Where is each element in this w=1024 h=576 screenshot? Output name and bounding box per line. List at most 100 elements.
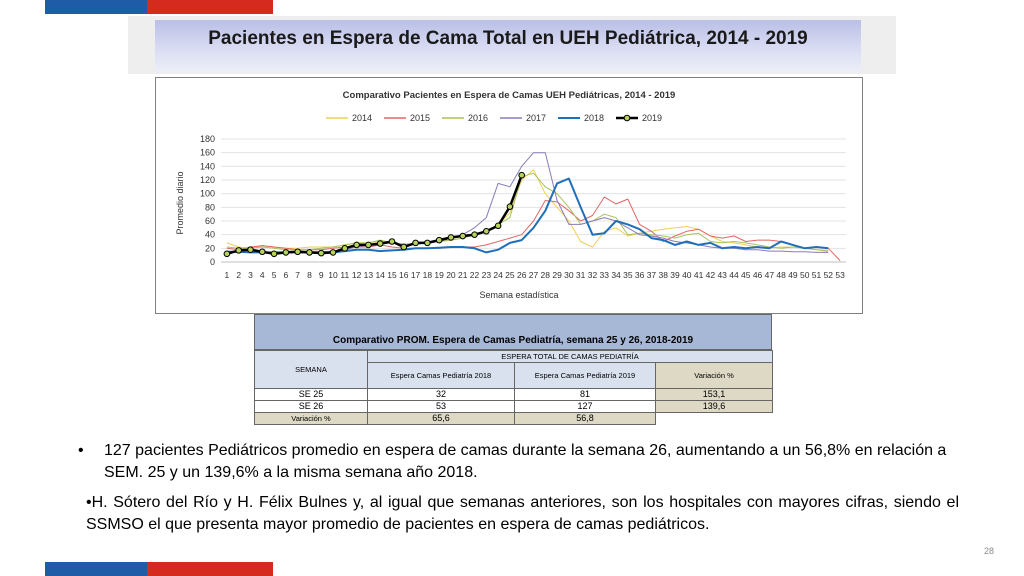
x-tick-label: 3 bbox=[248, 270, 253, 280]
x-tick-label: 23 bbox=[482, 270, 492, 280]
series-line-2018 bbox=[226, 177, 829, 254]
col-header-variacion: Variación % bbox=[654, 362, 774, 389]
x-tick-label: 41 bbox=[694, 270, 704, 280]
x-tick-label: 1 bbox=[225, 270, 230, 280]
y-tick-label: 0 bbox=[210, 257, 215, 267]
data-point-2019 bbox=[247, 246, 254, 253]
x-tick-label: 20 bbox=[446, 270, 456, 280]
data-point-2019 bbox=[412, 239, 419, 247]
data-point-2019 bbox=[306, 249, 313, 256]
bullet-hospitals: •H. Sótero del Río y H. Félix Bulnes y, … bbox=[86, 494, 959, 533]
x-tick-label: 17 bbox=[411, 270, 421, 280]
x-tick-label: 31 bbox=[576, 270, 586, 280]
x-tick-label: 25 bbox=[505, 270, 515, 280]
x-tick-label: 19 bbox=[434, 270, 444, 280]
x-tick-label: 15 bbox=[387, 270, 397, 280]
cell-variacion: 153,1 bbox=[654, 388, 774, 401]
x-tick-label: 43 bbox=[717, 270, 727, 280]
x-tick-label: 49 bbox=[788, 270, 798, 280]
flag-red-segment bbox=[147, 0, 273, 14]
x-tick-label: 44 bbox=[729, 270, 739, 280]
y-tick-label: 20 bbox=[205, 243, 215, 253]
data-point-2019 bbox=[388, 238, 396, 245]
legend-label: 2018 bbox=[584, 113, 604, 123]
grid-layer bbox=[221, 138, 846, 263]
x-tick-label: 22 bbox=[470, 270, 480, 280]
data-point-2019 bbox=[424, 239, 431, 247]
chart-svg: Comparativo Pacientes en Espera de Camas… bbox=[175, 90, 846, 300]
x-tick-label: 8 bbox=[307, 270, 312, 280]
cell-var-2018: 65,6 bbox=[367, 412, 515, 425]
line-chart: Comparativo Pacientes en Espera de Camas… bbox=[155, 77, 863, 314]
x-tick-label: 21 bbox=[458, 270, 468, 280]
bullet-text: 127 pacientes Pediátricos promedio en es… bbox=[104, 442, 947, 481]
legend-label: 2019 bbox=[642, 113, 662, 123]
slide-title: Pacientes en Espera de Cama Total en UEH… bbox=[208, 28, 808, 49]
data-point-2019 bbox=[317, 249, 325, 257]
x-tick-label: 27 bbox=[529, 270, 539, 280]
table-caption: Comparativo PROM. Espera de Camas Pediat… bbox=[332, 335, 694, 346]
x-tick-label: 45 bbox=[741, 270, 751, 280]
x-tick-label: 47 bbox=[765, 270, 775, 280]
x-tick-label: 39 bbox=[670, 270, 680, 280]
data-point-2019 bbox=[506, 203, 514, 210]
data-table: SEMANA ESPERA TOTAL DE CAMAS PEDIATRÍA E… bbox=[254, 350, 774, 425]
x-tick-label: 12 bbox=[352, 270, 362, 280]
flag-blue-segment bbox=[45, 562, 147, 576]
y-tick-label: 160 bbox=[200, 148, 215, 158]
x-tick-label: 2 bbox=[236, 270, 241, 280]
cell-2019: 81 bbox=[514, 388, 656, 401]
y-tick-label: 120 bbox=[200, 175, 215, 185]
x-tick-label: 33 bbox=[600, 270, 610, 280]
series-line-2016 bbox=[226, 172, 829, 251]
data-point-2019 bbox=[329, 249, 337, 256]
x-tick-label: 51 bbox=[812, 270, 822, 280]
series-line-2015 bbox=[226, 196, 841, 261]
data-point-2019 bbox=[435, 236, 443, 244]
data-point-2019 bbox=[518, 171, 526, 179]
x-tick-label: 13 bbox=[364, 270, 374, 280]
data-point-2019 bbox=[471, 231, 478, 238]
x-tick-label: 38 bbox=[658, 270, 668, 280]
flag-bar-bottom bbox=[45, 562, 273, 576]
title-box: Pacientes en Espera de Cama Total en UEH… bbox=[155, 20, 861, 72]
x-tick-label: 30 bbox=[564, 270, 574, 280]
row-label: Variación % bbox=[254, 412, 368, 425]
x-tick-label: 4 bbox=[260, 270, 265, 280]
data-point-2019 bbox=[494, 222, 502, 230]
legend-marker-2019 bbox=[623, 114, 631, 122]
y-tick-label: 40 bbox=[205, 230, 215, 240]
x-tick-label: 52 bbox=[824, 270, 834, 280]
cell-2019: 127 bbox=[514, 400, 656, 413]
x-tick-label: 36 bbox=[635, 270, 645, 280]
page-number: 28 bbox=[983, 546, 994, 556]
series-line-2014 bbox=[226, 169, 829, 253]
x-tick-label: 16 bbox=[399, 270, 409, 280]
x-tick-label: 48 bbox=[776, 270, 786, 280]
data-point-2019 bbox=[282, 249, 290, 256]
x-tick-label: 32 bbox=[588, 270, 598, 280]
y-tick-label: 60 bbox=[205, 216, 215, 226]
chart-title: Comparativo Pacientes en Espera de Camas… bbox=[343, 90, 676, 101]
cell-2018: 32 bbox=[367, 388, 515, 401]
empty-cell bbox=[656, 413, 773, 425]
x-tick-label: 24 bbox=[493, 270, 503, 280]
col-header-semana: SEMANA bbox=[254, 350, 368, 389]
x-tick-label: 29 bbox=[552, 270, 562, 280]
row-label: SE 25 bbox=[254, 388, 368, 401]
data-point-2019 bbox=[353, 241, 360, 249]
data-point-2019 bbox=[400, 243, 408, 251]
legend-label: 2014 bbox=[352, 113, 372, 123]
data-point-2019 bbox=[270, 250, 278, 258]
data-point-2019 bbox=[294, 248, 301, 256]
col-header-2019: Espera Camas Pediatría 2019 bbox=[514, 362, 656, 389]
flag-red-segment bbox=[147, 562, 273, 576]
cell-variacion: 139,6 bbox=[654, 400, 774, 413]
table-header-band: Comparativo PROM. Espera de Camas Pediat… bbox=[254, 314, 772, 350]
data-point-2019 bbox=[223, 250, 231, 258]
table-row: SE 25 32 81 153,1 bbox=[254, 388, 774, 401]
x-tick-label: 6 bbox=[283, 270, 288, 280]
x-tick-label: 7 bbox=[295, 270, 300, 280]
data-point-2019 bbox=[235, 247, 242, 254]
